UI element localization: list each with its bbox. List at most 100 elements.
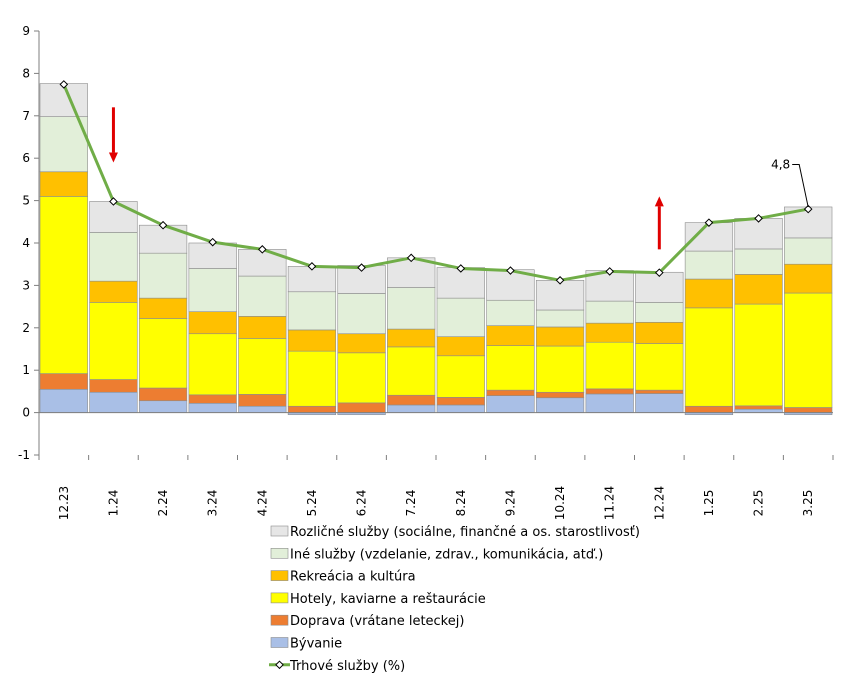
bar-segment-2-7.24 xyxy=(387,346,436,396)
bar-segment-0-4.24 xyxy=(238,405,287,413)
line-point-marker xyxy=(555,276,565,285)
bar-segment-3-8.24 xyxy=(436,336,485,357)
y-tick-label: 6 xyxy=(22,151,30,165)
bar-segment-0-8.24 xyxy=(436,404,485,413)
bar-segment-3-3.25 xyxy=(784,263,833,294)
bar-segment-3-12.24 xyxy=(635,321,684,344)
bar-segment-2-5.24 xyxy=(287,350,337,407)
x-tick-label: 9.24 xyxy=(503,490,517,517)
annotation-leader-line xyxy=(792,164,809,208)
annotation-label: 4,8 xyxy=(771,158,790,172)
y-tick-label: 2 xyxy=(22,321,30,335)
bar-segment-2-3.24 xyxy=(188,333,237,396)
line-point-marker xyxy=(158,220,168,230)
bar-segment-3-11.24 xyxy=(585,322,634,343)
axes-layer: -1 0 1 2 3 4 5 6 7 8 9 12.23 1.24 2.24 3.24 4.24 5.24 6.2… xyxy=(18,24,834,520)
bar-segment-0-1.24 xyxy=(89,391,138,413)
bar-segment-0-10.24 xyxy=(535,397,585,413)
x-tick-label: 3.24 xyxy=(206,490,220,517)
bar-segment-0-7.24 xyxy=(387,404,436,413)
bar-segment-4-6.24 xyxy=(337,293,386,335)
arrow-down-head xyxy=(108,152,118,163)
line-point-marker xyxy=(655,268,664,277)
bar-segment-0-3.24 xyxy=(188,402,237,413)
line-point-marker xyxy=(704,218,714,227)
bar-segment-4-3.25 xyxy=(784,237,833,265)
line-point-marker xyxy=(208,237,217,247)
line-point-marker xyxy=(307,262,317,271)
y-tick-label: 3 xyxy=(22,278,30,292)
bar-segment-1-12.24 xyxy=(635,389,684,394)
bar-segment-3-3.24 xyxy=(188,311,237,335)
x-tick-label: 8.24 xyxy=(454,490,468,517)
bar-segment-1-11.24 xyxy=(585,388,634,395)
line-series-layer xyxy=(59,80,813,285)
line-point-marker xyxy=(59,80,69,89)
legend-swatch xyxy=(270,614,289,626)
arrow-up-head xyxy=(654,196,664,207)
bar-segment-0-12.24 xyxy=(635,393,684,413)
line-point-marker xyxy=(406,253,416,263)
bar-segment-5-1.24 xyxy=(89,201,138,233)
x-tick-label: 5.24 xyxy=(305,490,319,517)
bar-segment-3-2.24 xyxy=(138,297,188,319)
line-point-marker xyxy=(357,263,366,272)
x-tick-label: 10.24 xyxy=(553,486,567,520)
legend-marker xyxy=(275,660,284,670)
bar-segment-3-10.24 xyxy=(535,326,585,347)
x-tick-label: 1.25 xyxy=(702,490,716,517)
bar-segment-4-11.24 xyxy=(585,300,634,324)
bar-segment-4-2.25 xyxy=(734,248,783,275)
line-point-marker xyxy=(456,264,466,273)
bar-segment-4-2.24 xyxy=(138,252,188,299)
bar-segment-5-2.25 xyxy=(734,218,783,250)
bar-segment-4-12.23 xyxy=(39,116,88,173)
line-point-marker xyxy=(506,266,515,275)
bar-segment-5-12.23 xyxy=(39,83,88,117)
bar-segment-2-12.24 xyxy=(635,343,684,391)
bar-segment-2-4.24 xyxy=(238,338,287,395)
line-point-marker xyxy=(754,214,763,223)
legend-label: Rozličné služby (sociálne, finančné a os… xyxy=(290,525,640,540)
bar-segment-5-7.24 xyxy=(387,257,436,288)
bar-segment-4-1.24 xyxy=(89,232,138,282)
bar-segment-4-8.24 xyxy=(436,297,485,337)
bar-segment-1-2.25 xyxy=(734,405,783,410)
bar-segment-4-4.24 xyxy=(238,275,287,317)
bar-segment-1-10.24 xyxy=(535,391,585,399)
x-tick-label: 6.24 xyxy=(355,490,369,517)
bar-segment-1-7.24 xyxy=(387,394,436,406)
line-series-trhove-sluzby xyxy=(62,83,809,282)
bar-segment-2-8.24 xyxy=(436,355,485,398)
x-tick-label: 12.24 xyxy=(652,486,666,520)
bar-segment-1-8.24 xyxy=(436,397,485,406)
bar-segment-1-6.24 xyxy=(337,402,386,413)
bar-segment-1-1.25 xyxy=(684,405,734,413)
bar-segment-1-2.24 xyxy=(138,387,188,402)
line-point-marker xyxy=(803,204,813,214)
bar-segment-1-5.24 xyxy=(287,405,337,413)
x-tick-label: 4.24 xyxy=(255,490,269,517)
legend-swatch xyxy=(270,525,289,537)
bar-segment-1-9.24 xyxy=(486,389,535,396)
bar-segment-3-4.24 xyxy=(238,316,287,339)
bar-segment-2-11.24 xyxy=(585,341,634,390)
x-tick-label: 11.24 xyxy=(603,486,617,520)
bar-segment-5-3.24 xyxy=(188,242,237,269)
legend-swatch xyxy=(270,570,289,581)
legend-label: Bývanie xyxy=(290,637,342,652)
bar-segment-3-9.24 xyxy=(486,325,535,346)
bar-segment-0-11.24 xyxy=(585,393,634,413)
bar-segment-2-10.24 xyxy=(535,345,585,393)
bars-layer xyxy=(39,83,833,416)
bar-segment-0-9.24 xyxy=(486,395,535,413)
legend: Rozličné služby (sociálne, finančné a os… xyxy=(269,525,640,674)
bar-segment-4-5.24 xyxy=(287,291,337,331)
y-tick-label: 0 xyxy=(22,406,30,420)
x-tick-label: 1.24 xyxy=(106,490,120,517)
y-tick-label: 8 xyxy=(22,66,30,80)
bar-segment-4-9.24 xyxy=(486,299,535,326)
y-tick-label: 7 xyxy=(22,109,30,123)
y-tick-label: 5 xyxy=(22,194,30,208)
